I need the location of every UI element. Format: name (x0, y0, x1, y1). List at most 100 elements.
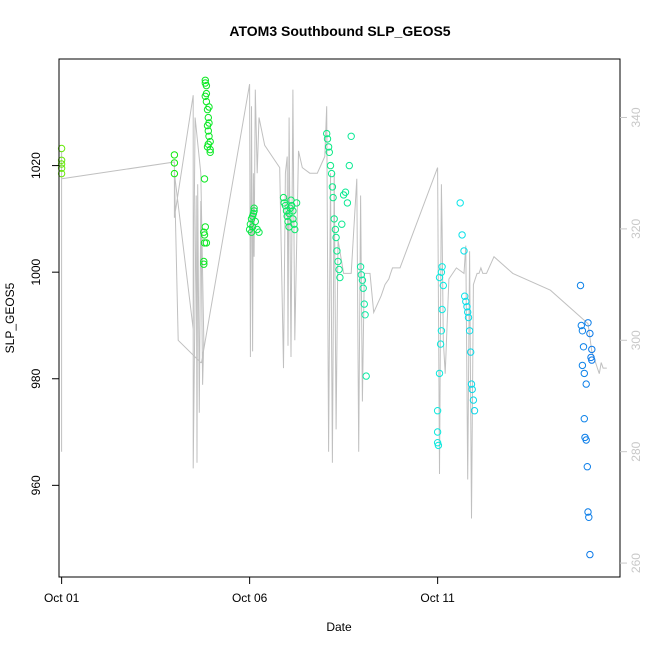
data-point (328, 183, 337, 191)
data-point (467, 348, 475, 356)
data-point (586, 550, 594, 559)
data-point (438, 305, 446, 314)
data-point (292, 199, 301, 207)
plot-frame (58, 58, 621, 578)
data-point (464, 313, 473, 322)
y2-tick-label: 300 (629, 330, 643, 350)
data-point (206, 137, 214, 146)
data-point (325, 148, 333, 157)
x-axis-label: Date (326, 620, 352, 634)
data-point (588, 356, 596, 364)
data-point (170, 159, 179, 167)
data-point (250, 207, 258, 215)
data-point (323, 135, 332, 143)
data-point (356, 263, 365, 271)
data-point (361, 311, 369, 319)
data-point (285, 223, 293, 231)
data-point (465, 327, 474, 335)
data-point (57, 156, 66, 165)
trace-line (61, 84, 607, 519)
data-point (200, 260, 208, 268)
data-point (205, 132, 213, 141)
data-point (584, 319, 592, 327)
x-tick-label: Oct 11 (420, 591, 455, 605)
data-point (468, 385, 476, 394)
data-point (360, 300, 368, 308)
data-point (341, 188, 350, 196)
data-point (347, 132, 355, 141)
y-tick-label: 1020 (29, 152, 43, 179)
trace-series (61, 84, 607, 519)
data-point (327, 169, 336, 178)
data-point (435, 369, 444, 378)
data-point (201, 76, 210, 85)
data-point (205, 119, 213, 127)
data-point (576, 281, 585, 290)
data-point (336, 273, 344, 282)
data-point (464, 308, 472, 316)
data-point (332, 233, 340, 242)
data-point (205, 103, 213, 111)
data-point (343, 199, 352, 207)
data-points (57, 76, 596, 559)
data-point (206, 148, 214, 157)
data-point (170, 151, 179, 159)
data-point (588, 345, 596, 354)
data-point (279, 193, 288, 202)
data-point (57, 144, 66, 153)
data-point (358, 276, 367, 284)
data-point (436, 340, 445, 348)
data-point (579, 343, 588, 351)
data-point (437, 268, 446, 276)
x-tick-label: Oct 01 (44, 591, 80, 605)
data-point (333, 247, 341, 255)
data-point (324, 143, 333, 151)
data-point (323, 129, 331, 138)
data-point (467, 380, 476, 388)
data-point (586, 329, 594, 338)
data-point (461, 292, 469, 300)
data-point (578, 361, 587, 370)
y-axis: 960 980 1000 1020 (29, 152, 59, 495)
y2-tick-label: 260 (629, 553, 643, 573)
data-point (578, 327, 587, 335)
data-point (433, 407, 442, 415)
data-point (200, 257, 208, 266)
data-point (460, 247, 468, 255)
data-point (57, 164, 66, 172)
data-point (582, 380, 590, 388)
data-point (362, 372, 370, 380)
data-point (200, 239, 209, 247)
data-point (338, 220, 346, 228)
data-point (202, 81, 211, 90)
y-tick-label: 980 (29, 368, 43, 388)
data-point (326, 161, 335, 170)
data-point (200, 231, 209, 239)
data-point (330, 215, 338, 223)
data-point (456, 199, 464, 207)
data-point (289, 207, 297, 215)
data-point (248, 212, 257, 220)
data-point (580, 415, 588, 423)
data-point (202, 239, 211, 247)
data-point (255, 228, 263, 236)
data-point (57, 169, 66, 178)
data-point (433, 428, 442, 436)
data-point (470, 407, 479, 415)
data-point (463, 303, 471, 311)
y2-tick-label: 280 (629, 441, 643, 461)
data-point (585, 513, 593, 521)
data-point (329, 193, 337, 202)
data-point (435, 273, 444, 282)
data-point (580, 369, 588, 378)
y2-tick-label: 320 (629, 219, 643, 239)
data-point (250, 204, 258, 212)
data-point (57, 160, 66, 168)
data-point (331, 225, 340, 234)
data-point (345, 161, 353, 170)
data-point (170, 169, 179, 178)
data-point (359, 284, 367, 292)
data-point (584, 508, 592, 516)
data-point (204, 113, 213, 122)
data-point (439, 281, 447, 290)
